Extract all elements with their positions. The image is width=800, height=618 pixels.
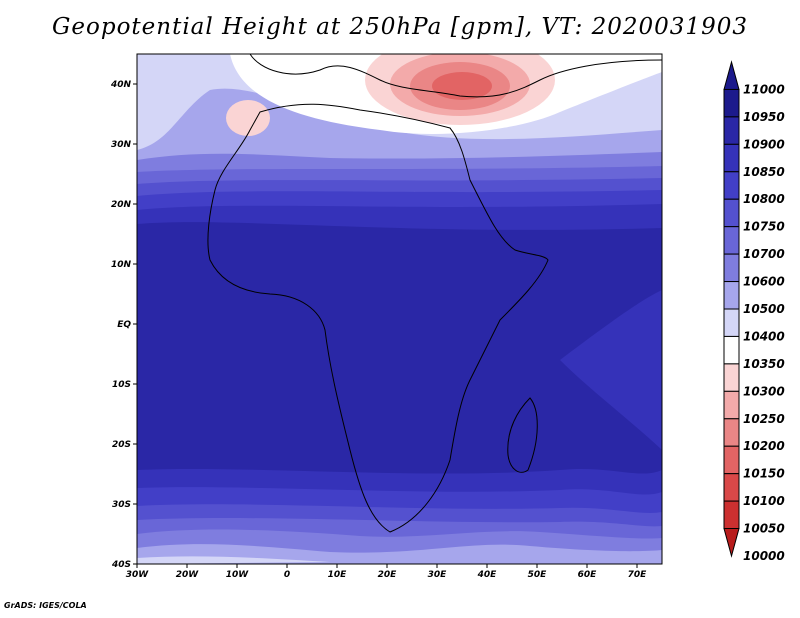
- lat-tick-label: 30N: [111, 140, 132, 150]
- colorbar-label: 10100: [743, 494, 785, 508]
- lon-tick-label: 30W: [126, 570, 150, 580]
- lat-tick-label: EQ: [117, 320, 131, 330]
- lon-tick-label: 40E: [477, 570, 498, 580]
- madagascar-coastline: [507, 397, 538, 473]
- colorbar-label: 10500: [743, 302, 785, 316]
- map-title: Geopotential Height at 250hPa [gpm], VT:…: [52, 14, 748, 40]
- lon-tick-label: 60E: [578, 570, 598, 580]
- colorbar-label: 10700: [743, 247, 785, 261]
- lat-tick-label: 20N: [111, 200, 132, 210]
- lon-tick-label: 10E: [328, 570, 348, 580]
- band-10500-south: [137, 556, 330, 564]
- colorbar: 11000 10950 10900 10850 10800 10750 10700 10600…: [723, 60, 785, 563]
- colorbar-label: 10200: [743, 439, 785, 453]
- colorbar-swatch: [723, 308, 740, 337]
- colorbar-label: 10750: [743, 220, 785, 234]
- africa-coastline: [207, 103, 549, 533]
- colorbar-label: 10300: [743, 384, 785, 398]
- colorbar-swatch: [723, 253, 740, 283]
- colorbar-label: 10800: [743, 192, 785, 206]
- colorbar-swatch: [723, 281, 740, 310]
- colorbar-min-arrow: [723, 528, 740, 558]
- colorbar-swatch: [723, 171, 740, 200]
- lat-tick-label: 10N: [111, 260, 132, 270]
- colorbar-swatch: [723, 473, 740, 502]
- high-10200: [432, 72, 492, 100]
- colorbar-swatch: [723, 143, 740, 173]
- lat-tick-label: 40N: [110, 80, 132, 90]
- colorbar-label: 10250: [743, 412, 785, 426]
- lon-tick-label: 10W: [226, 570, 250, 580]
- colorbar-label: 10150: [743, 467, 785, 481]
- colorbar-swatch: [723, 335, 740, 365]
- europe-coastline: [249, 54, 662, 98]
- lon-tick-label: 30E: [428, 570, 448, 580]
- lon-tick-label: 50E: [528, 570, 548, 580]
- map-frame: [136, 53, 663, 565]
- colorbar-swatch: [723, 88, 740, 118]
- band-10900-east: [560, 290, 662, 450]
- lat-tick-label: 40S: [111, 560, 131, 570]
- lobe-10350-west: [226, 100, 270, 136]
- contour-field: [137, 54, 662, 564]
- lat-tick-label: 20S: [112, 440, 131, 450]
- latitude-axis: 40N 30N 20N 10N EQ 10S 20S 30S 40S: [110, 80, 137, 570]
- colorbar-swatch: [723, 198, 740, 228]
- colorbar-label: 10000: [743, 549, 785, 563]
- lat-tick-label: 30S: [112, 500, 131, 510]
- colorbar-label: 11000: [743, 82, 785, 96]
- lon-tick-label: 20E: [378, 570, 398, 580]
- lon-tick-label: 0: [284, 570, 290, 580]
- colorbar-swatch: [723, 418, 740, 447]
- colorbar-label: 10050: [743, 522, 785, 536]
- colorbar-label: 10400: [743, 329, 785, 343]
- colorbar-label: 10600: [743, 275, 785, 289]
- colorbar-swatch: [723, 445, 740, 475]
- colorbar-max-arrow: [723, 60, 740, 90]
- colorbar-swatch: [723, 226, 740, 255]
- colorbar-swatch: [723, 363, 740, 392]
- colorbar-swatch: [723, 500, 740, 530]
- colorbar-swatch: [723, 390, 740, 420]
- lon-tick-label: 70E: [628, 570, 648, 580]
- colorbar-label: 10900: [743, 137, 785, 151]
- colorbar-label: 10850: [743, 165, 785, 179]
- lon-tick-label: 20W: [176, 570, 200, 580]
- colorbar-swatch: [723, 116, 740, 145]
- grads-credit: GrADS: IGES/COLA: [4, 601, 87, 610]
- colorbar-label: 10350: [743, 357, 785, 371]
- longitude-axis: 30W 20W 10W 0 10E 20E 30E 40E 50E 60E 70E: [126, 564, 647, 580]
- colorbar-label: 10950: [743, 110, 785, 124]
- lat-tick-label: 10S: [112, 380, 131, 390]
